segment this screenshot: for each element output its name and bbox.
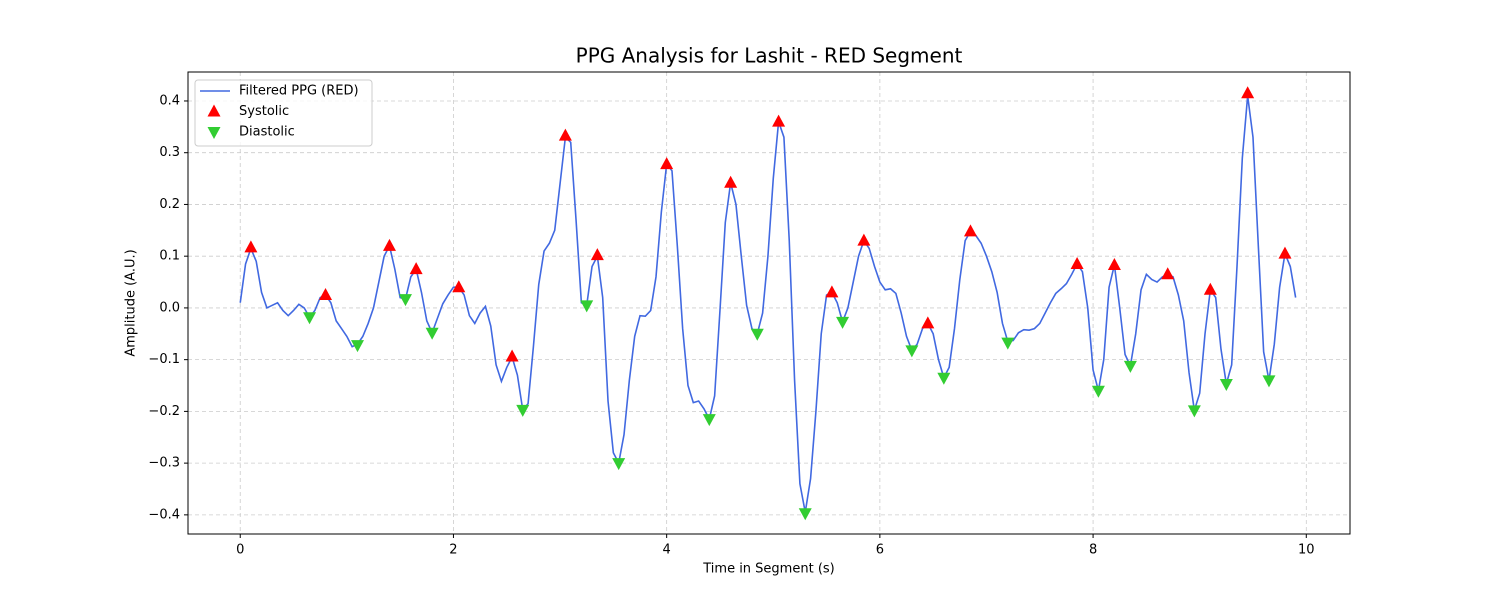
peak-marker [702,414,716,427]
peak-marker [963,224,977,237]
peak-marker [590,248,604,261]
peak-marker [1278,246,1292,259]
x-tick-label: 0 [236,543,244,558]
y-tick-label: −0.3 [148,456,180,471]
legend-box [194,79,373,147]
peak-marker [750,328,764,341]
peak-marker [516,404,530,417]
peak-marker [398,294,412,307]
legend-label: Diastolic [239,125,295,140]
peak-marker [612,458,626,471]
peak-marker [351,340,365,353]
peak-marker [724,175,738,188]
peak-marker [1123,360,1137,373]
peak-marker [580,300,594,313]
peak-marker [452,280,466,293]
peak-marker [836,316,850,329]
peak-marker [1107,257,1121,270]
peak-marker [303,312,317,325]
peak-marker [1091,385,1105,398]
y-tick-label: 0.0 [159,300,180,315]
y-tick-label: −0.1 [148,352,180,367]
peak-marker [409,262,423,275]
x-tick-label: 4 [663,543,671,558]
peak-marker [1001,337,1015,350]
legend-label: Systolic [239,104,289,119]
peak-marker [798,508,812,521]
legend-label: Filtered PPG (RED) [239,84,359,99]
peak-marker [505,349,519,362]
peak-marker [382,238,396,251]
peak-marker [1161,267,1175,280]
x-axis-label: Time in Segment (s) [702,562,834,577]
peak-marker [857,233,871,246]
x-tick-label: 2 [449,543,457,558]
peak-marker [558,128,572,141]
peak-marker [905,345,919,358]
x-tick-label: 10 [1298,543,1315,558]
y-tick-label: 0.3 [159,145,180,160]
y-axis-label: Amplitude (A.U.) [124,249,139,356]
peak-marker [1219,378,1233,391]
y-tick-label: 0.2 [159,197,180,212]
peak-marker [1203,282,1217,295]
legend-swatch [207,127,221,139]
x-tick-label: 6 [876,543,884,558]
peak-marker [660,157,674,170]
y-tick-label: 0.1 [159,249,180,264]
chart-title: PPG Analysis for Lashit - RED Segment [576,44,963,68]
peak-marker [825,285,839,298]
peak-marker [319,287,333,300]
y-tick-label: 0.4 [159,93,180,108]
peak-marker [1187,405,1201,418]
peak-marker [921,316,935,329]
y-tick-label: −0.4 [148,507,180,522]
peak-marker [244,240,258,253]
peak-marker [1070,256,1084,269]
peak-marker [425,327,439,340]
peak-marker [1262,375,1276,388]
legend-swatch [207,104,221,117]
x-tick-label: 8 [1089,543,1097,558]
peak-marker [772,114,786,127]
peak-marker [1241,86,1255,99]
y-tick-label: −0.2 [148,404,180,419]
peak-marker [937,372,951,385]
axes-frame [187,71,1351,535]
